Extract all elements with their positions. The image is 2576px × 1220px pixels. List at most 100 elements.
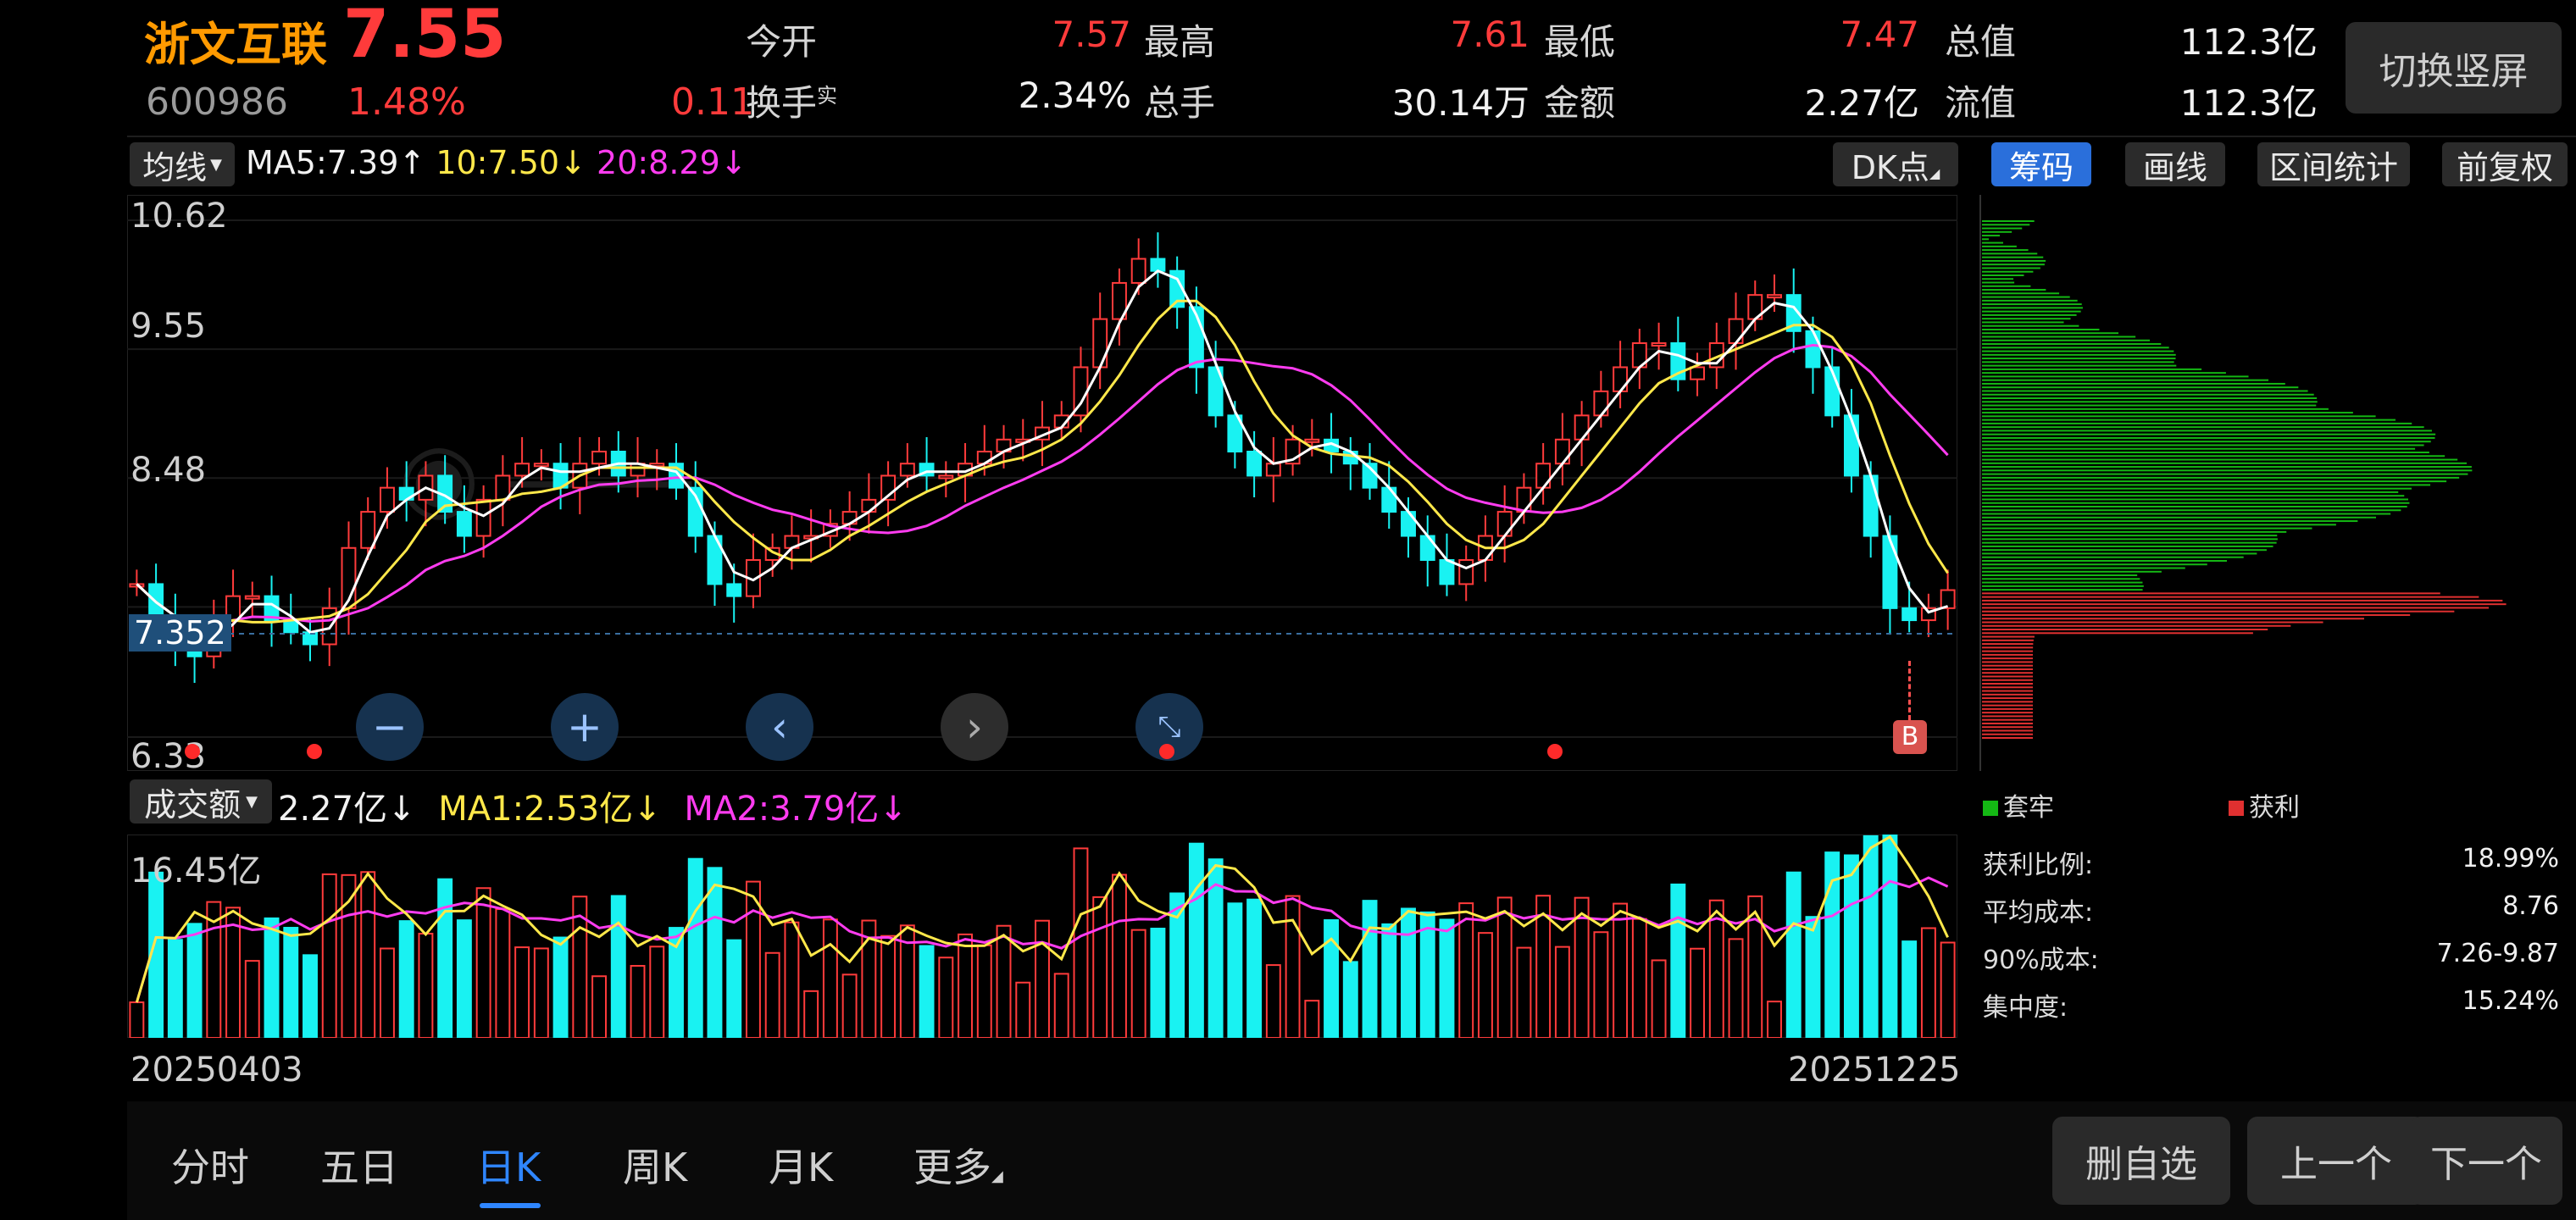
chip-bar: [1982, 408, 2329, 410]
chip-bar: [1982, 480, 2447, 483]
chip-distribution-chart: [1979, 195, 2507, 771]
chevron-right-icon: ›: [966, 702, 983, 751]
chip-bar: [1982, 495, 2405, 497]
volume-bar: [1747, 895, 1763, 1038]
chip-bar: [1982, 639, 2034, 641]
tab-monthly-k[interactable]: 月K: [769, 1145, 834, 1190]
volume-bar: [495, 908, 511, 1038]
left-margin: [0, 0, 127, 1220]
ma5-up-arrow-icon: ↑: [398, 144, 426, 181]
scroll-right-button[interactable]: ›: [941, 693, 1008, 761]
stock-code: 600986: [146, 80, 288, 124]
volume-bar: [1188, 842, 1204, 1038]
candle: [1805, 330, 1821, 369]
candle: [899, 463, 915, 477]
next-button[interactable]: 下一个: [2410, 1117, 2562, 1205]
tool-draw-button[interactable]: 画线: [2125, 142, 2225, 186]
stat-value: 8.76: [2502, 891, 2559, 921]
volume-bar: [303, 954, 318, 1038]
volume-bar: [1901, 940, 1918, 1038]
volume-bar: [1728, 938, 1744, 1038]
ma-selector[interactable]: 均线 ▼: [130, 142, 235, 186]
candle: [1381, 486, 1397, 513]
green-square-icon: [1983, 801, 1998, 816]
price-label-2: 9.55: [130, 307, 207, 346]
chip-bar: [1982, 256, 2044, 258]
volume-chart[interactable]: [127, 835, 1957, 1038]
chip-bar: [1982, 516, 2377, 518]
chip-bar: [1982, 505, 2407, 507]
zoom-out-button[interactable]: −: [356, 693, 424, 761]
ma5-line: [136, 269, 1949, 642]
stat-value: 18.99%: [2462, 844, 2559, 873]
chip-bar: [1982, 589, 2143, 591]
amount-label: 金额: [1544, 82, 1616, 124]
volume-bar: [880, 934, 897, 1038]
tool-adjust-button[interactable]: 前复权: [2442, 142, 2568, 186]
float-value: 112.3亿: [2179, 82, 2318, 124]
chip-bar: [1982, 332, 2119, 335]
chip-bar: [1982, 729, 2033, 732]
open-label: 今开: [746, 21, 818, 63]
chip-bar: [1982, 646, 2034, 649]
chip-bar: [1982, 624, 2291, 627]
candle: [244, 595, 260, 600]
volume-bar: [1670, 883, 1686, 1038]
low-value: 7.47: [1840, 14, 1919, 55]
price-label-3: 8.48: [130, 451, 207, 490]
candle: [1496, 511, 1513, 537]
chip-bar: [1982, 491, 2399, 493]
scroll-left-button[interactable]: ‹: [746, 693, 813, 761]
chip-bar: [1982, 469, 2473, 472]
chip-bar: [1982, 535, 2278, 537]
signal-dot: [1159, 744, 1174, 759]
tool-interval-stats-button[interactable]: 区间统计: [2257, 142, 2410, 186]
volume-bar: [1708, 899, 1724, 1038]
volume-bar: [1265, 964, 1281, 1038]
switch-portrait-button[interactable]: 切换竖屏: [2346, 22, 2562, 114]
volume-values: 2.27亿↓ MA1:2.53亿↓ MA2:3.79亿↓: [278, 781, 908, 830]
chip-bar: [1982, 375, 2249, 378]
tab-five-day[interactable]: 五日: [320, 1145, 398, 1190]
chip-bar: [1982, 245, 2017, 247]
start-date: 20250403: [130, 1051, 303, 1090]
volume-bar: [1535, 895, 1552, 1038]
tab-more[interactable]: 更多◢: [913, 1137, 1003, 1193]
previous-button[interactable]: 上一个: [2247, 1117, 2425, 1205]
tab-more-label: 更多: [913, 1145, 991, 1190]
chip-bar: [1982, 675, 2033, 678]
volume-bar: [1015, 981, 1031, 1038]
vol-ma2-down-arrow-icon: ↓: [879, 790, 908, 829]
tool-chips-button[interactable]: 筹码: [1991, 142, 2091, 186]
ma20-value: 20:8.29: [597, 144, 720, 181]
candle: [1767, 294, 1782, 299]
chip-bar: [1982, 599, 2503, 602]
volume-bar: [514, 946, 530, 1038]
amount-value: 2.27亿: [1804, 82, 1919, 124]
volume-bar: [1439, 918, 1455, 1038]
volume-bar: [958, 933, 974, 1038]
chip-bar: [1982, 353, 2176, 356]
chip-bar: [1982, 487, 2412, 490]
volume-bar: [1092, 896, 1108, 1038]
candle: [475, 498, 491, 537]
chip-bar: [1982, 545, 2273, 547]
chip-bar: [1982, 541, 2277, 544]
dropdown-triangle-icon: ▼: [246, 792, 258, 811]
chip-bar: [1982, 430, 2432, 432]
tab-intraday[interactable]: 分时: [171, 1145, 249, 1190]
zoom-in-button[interactable]: +: [551, 693, 619, 761]
candlestick-chart[interactable]: ◉ ——: [127, 195, 1957, 771]
candle: [1940, 589, 1956, 609]
tab-weekly-k[interactable]: 周K: [623, 1145, 688, 1190]
dk-point-button[interactable]: DK点 ◢: [1833, 142, 1958, 186]
remove-watchlist-button[interactable]: 删自选: [2052, 1117, 2230, 1205]
volume-bar: [726, 939, 742, 1038]
chip-bar: [1982, 592, 2440, 595]
volume-selector[interactable]: 成交额 ▼: [130, 779, 272, 824]
volume-bar: [1035, 919, 1050, 1038]
chip-bar: [1982, 426, 2424, 429]
candle: [591, 451, 608, 465]
tab-daily-k[interactable]: 日K: [476, 1145, 541, 1190]
chip-bar: [1982, 484, 2431, 486]
